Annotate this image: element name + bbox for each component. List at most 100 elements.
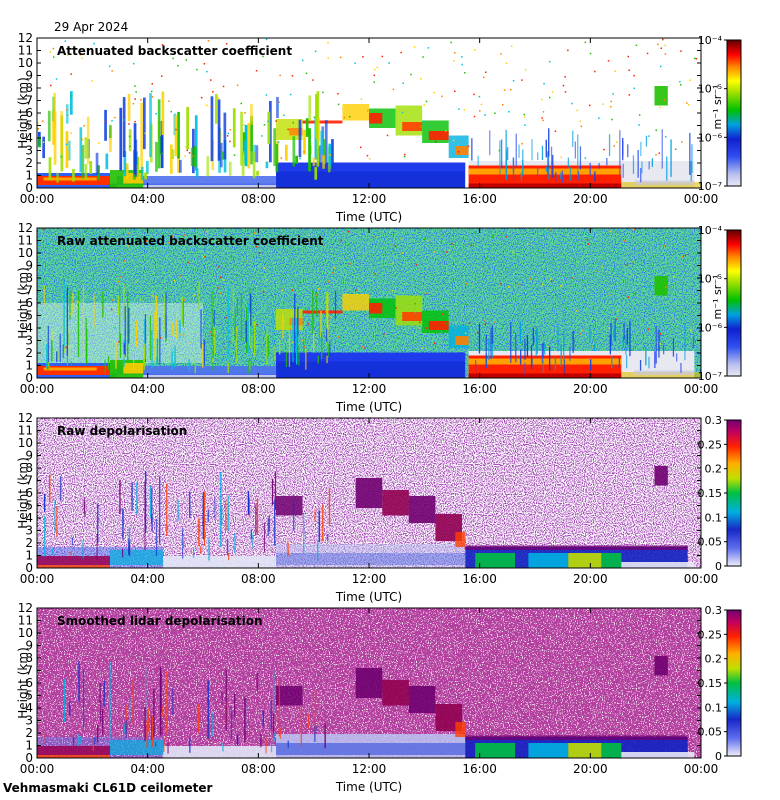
noise-dot bbox=[185, 59, 187, 61]
streak bbox=[43, 285, 45, 306]
noise-dot bbox=[478, 95, 481, 98]
noise-dot bbox=[659, 343, 661, 345]
noise-dot bbox=[598, 117, 600, 119]
streak bbox=[609, 334, 611, 355]
noise-dot bbox=[626, 264, 629, 266]
noise-dot bbox=[494, 321, 496, 324]
streak bbox=[324, 120, 328, 171]
streak bbox=[203, 491, 206, 546]
streak bbox=[613, 325, 615, 340]
noise-dot bbox=[125, 347, 127, 350]
streak bbox=[46, 343, 48, 369]
noise-dot bbox=[301, 339, 303, 341]
streak bbox=[271, 478, 274, 506]
cloud-patch bbox=[654, 656, 668, 676]
streak bbox=[104, 359, 106, 373]
noise-dot bbox=[182, 333, 185, 336]
streak bbox=[221, 151, 224, 160]
field-patch bbox=[601, 553, 622, 568]
noise-dot bbox=[263, 267, 266, 269]
noise-dot bbox=[465, 304, 468, 306]
streak bbox=[545, 166, 547, 172]
streak bbox=[65, 131, 69, 168]
streak bbox=[320, 311, 322, 338]
y-tick-label: 9 bbox=[25, 69, 33, 83]
noise-dot bbox=[394, 245, 397, 247]
x-tick-label: 16:00 bbox=[462, 382, 497, 396]
colorbar-tick-label: 10⁻⁴ bbox=[698, 34, 723, 47]
cloud-patch bbox=[302, 310, 343, 314]
noise-dot bbox=[192, 155, 194, 157]
x-tick-label: 04:00 bbox=[130, 192, 165, 206]
streak bbox=[232, 286, 235, 319]
field-patch bbox=[634, 370, 695, 375]
noise-dot bbox=[217, 287, 219, 289]
streak bbox=[544, 343, 546, 355]
noise-dot bbox=[222, 85, 225, 88]
field-patch bbox=[465, 545, 688, 550]
y-tick-label: 0 bbox=[25, 181, 33, 195]
noise-dot bbox=[229, 140, 231, 143]
streak bbox=[267, 335, 269, 357]
streak bbox=[250, 529, 252, 540]
streak bbox=[627, 144, 629, 158]
noise-dot bbox=[337, 103, 340, 106]
streak bbox=[590, 359, 592, 371]
noise-dot bbox=[151, 295, 153, 297]
noise-dot bbox=[280, 157, 283, 159]
streak bbox=[47, 110, 51, 142]
noise-dot bbox=[203, 63, 206, 65]
streak bbox=[510, 322, 512, 363]
streak bbox=[127, 292, 129, 361]
streak bbox=[160, 671, 162, 713]
noise-dot bbox=[415, 263, 418, 266]
streak bbox=[77, 733, 79, 746]
cloud-patch bbox=[355, 668, 383, 698]
streak bbox=[71, 537, 73, 546]
noise-dot bbox=[79, 54, 81, 56]
y-tick-label: 9 bbox=[25, 639, 33, 653]
noise-dot bbox=[434, 140, 437, 143]
noise-dot bbox=[648, 135, 650, 137]
noise-dot bbox=[608, 294, 611, 296]
noise-dot bbox=[659, 106, 661, 109]
noise-dot bbox=[376, 343, 379, 345]
noise-dot bbox=[128, 123, 130, 125]
streak bbox=[206, 156, 210, 177]
streak bbox=[198, 518, 200, 547]
noise-dot bbox=[42, 141, 45, 143]
streak bbox=[520, 172, 522, 181]
noise-dot bbox=[427, 47, 430, 49]
noise-dot bbox=[470, 244, 473, 247]
noise-dot bbox=[202, 255, 205, 258]
noise-dot bbox=[655, 129, 657, 131]
streak bbox=[563, 330, 565, 361]
streak bbox=[63, 280, 65, 347]
y-tick-label: 4 bbox=[25, 511, 33, 525]
noise-dot bbox=[37, 128, 40, 130]
noise-dot bbox=[72, 228, 74, 231]
streak bbox=[207, 680, 209, 739]
noise-dot bbox=[372, 236, 375, 238]
noise-dot bbox=[236, 275, 238, 277]
noise-dot bbox=[69, 313, 71, 315]
noise-dot bbox=[508, 286, 510, 288]
noise-dot bbox=[404, 153, 406, 156]
noise-dot bbox=[445, 130, 447, 132]
y-tick-label: 8 bbox=[25, 461, 33, 475]
x-tick-label: 16:00 bbox=[462, 762, 497, 776]
noise-dot bbox=[95, 244, 97, 246]
streak bbox=[174, 115, 178, 157]
noise-dot bbox=[127, 245, 129, 247]
noise-dot bbox=[53, 56, 55, 58]
y-tick-label: 4 bbox=[25, 321, 33, 335]
streak bbox=[670, 139, 672, 177]
streak bbox=[326, 297, 328, 347]
streak bbox=[298, 119, 302, 158]
noise-dot bbox=[521, 142, 523, 145]
colorbar-tick-label: 10⁻⁶ bbox=[698, 131, 723, 144]
streak bbox=[52, 331, 54, 342]
y-tick-label: 0 bbox=[25, 751, 33, 765]
streak bbox=[102, 291, 104, 318]
noise-dot bbox=[204, 256, 206, 258]
